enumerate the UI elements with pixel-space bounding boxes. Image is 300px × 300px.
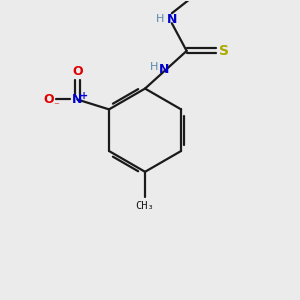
Text: N: N: [167, 13, 177, 26]
Text: ⁻: ⁻: [54, 101, 59, 111]
Text: N: N: [159, 63, 169, 76]
Text: O: O: [72, 65, 83, 78]
Text: H: H: [150, 62, 158, 72]
Text: +: +: [80, 91, 88, 100]
Text: H: H: [156, 14, 164, 24]
Text: S: S: [219, 44, 229, 58]
Text: CH₃: CH₃: [136, 200, 154, 211]
Text: O: O: [43, 93, 54, 106]
Text: N: N: [72, 93, 83, 106]
